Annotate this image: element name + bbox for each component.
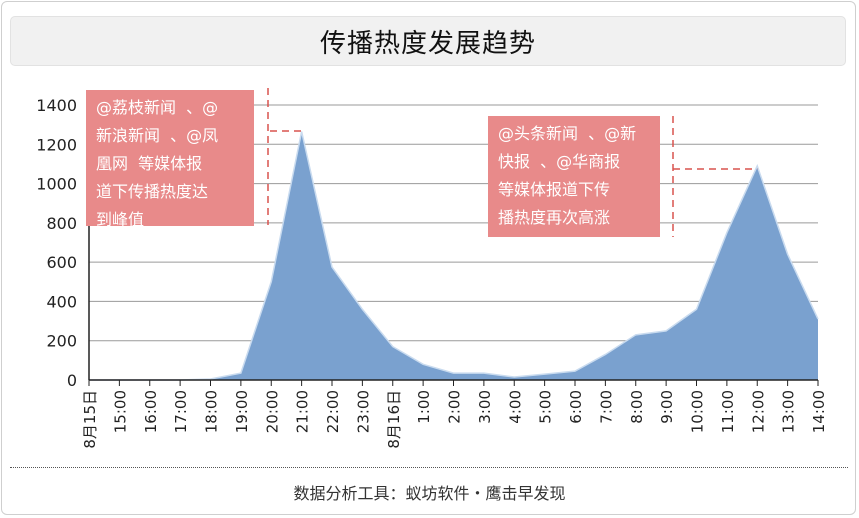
y-tick-label: 400 [46,292,77,311]
y-tick-label: 800 [46,214,77,233]
x-tick-labels: 8月15日 15:00 16:00 17:00 18:00 19:00 20:00 21:00… [81,390,828,449]
x-tick-label: 13:00 [780,390,798,433]
y-tick-labels: 0 200 400 600 800 1000 1200 1400 [36,96,77,390]
x-tick-label: 2:00 [446,390,464,424]
x-tick-label: 1:00 [415,390,433,424]
x-tick-label: 8:00 [628,390,646,424]
y-tick-label: 1000 [36,175,77,194]
x-tick-label: 10:00 [689,390,707,433]
footer-divider [10,467,848,468]
x-tick-label: 8月15日 [81,390,99,449]
y-tick-label: 200 [46,332,77,351]
x-tick-label: 20:00 [263,390,281,433]
x-tick-label: 6:00 [567,390,585,424]
x-tick-label: 7:00 [597,390,615,424]
x-tick-label: 4:00 [506,390,524,424]
y-tick-label: 1400 [36,96,77,115]
chart-title: 传播热度发展趋势 [319,28,536,59]
x-tick-label: 23:00 [354,390,372,433]
x-tick-label: 3:00 [476,390,494,424]
annotation-leaders [267,88,758,237]
area-series [89,131,819,381]
x-tick-label: 21:00 [294,390,312,433]
x-tick-label: 22:00 [324,390,342,433]
footer-source: 数据分析工具：蚁坊软件・鹰击早发现 [293,484,566,503]
x-tick-label: 12:00 [749,390,767,433]
annotation-callout-peak-2: @头条新闻 、@新 快报 、@华商报 等媒体报道下传 播热度再次高涨 [488,116,660,237]
area-fill [89,131,818,380]
x-tick-label: 18:00 [203,390,221,433]
x-tick-label: 17:00 [172,390,190,433]
title-bar: 传播热度发展趋势 [10,16,846,66]
x-tick-label: 9:00 [658,390,676,424]
x-tick-label: 19:00 [233,390,251,433]
x-tick-label: 8月16日 [385,390,403,449]
series-line [89,131,819,381]
annotation-callout-peak-1: @荔枝新闻 、@ 新浪新闻 、@凤 凰网 等媒体报 道下传播热度达 到峰值 [86,90,254,229]
x-tick-label: 15:00 [111,390,129,433]
y-tick-label: 1200 [36,135,77,154]
x-tick-label: 5:00 [537,390,555,424]
x-tick-label: 14:00 [810,390,828,433]
x-tick-label: 16:00 [142,390,160,433]
y-tick-label: 0 [67,371,77,390]
y-tick-label: 600 [46,253,77,272]
x-tick-label: 11:00 [719,390,737,433]
